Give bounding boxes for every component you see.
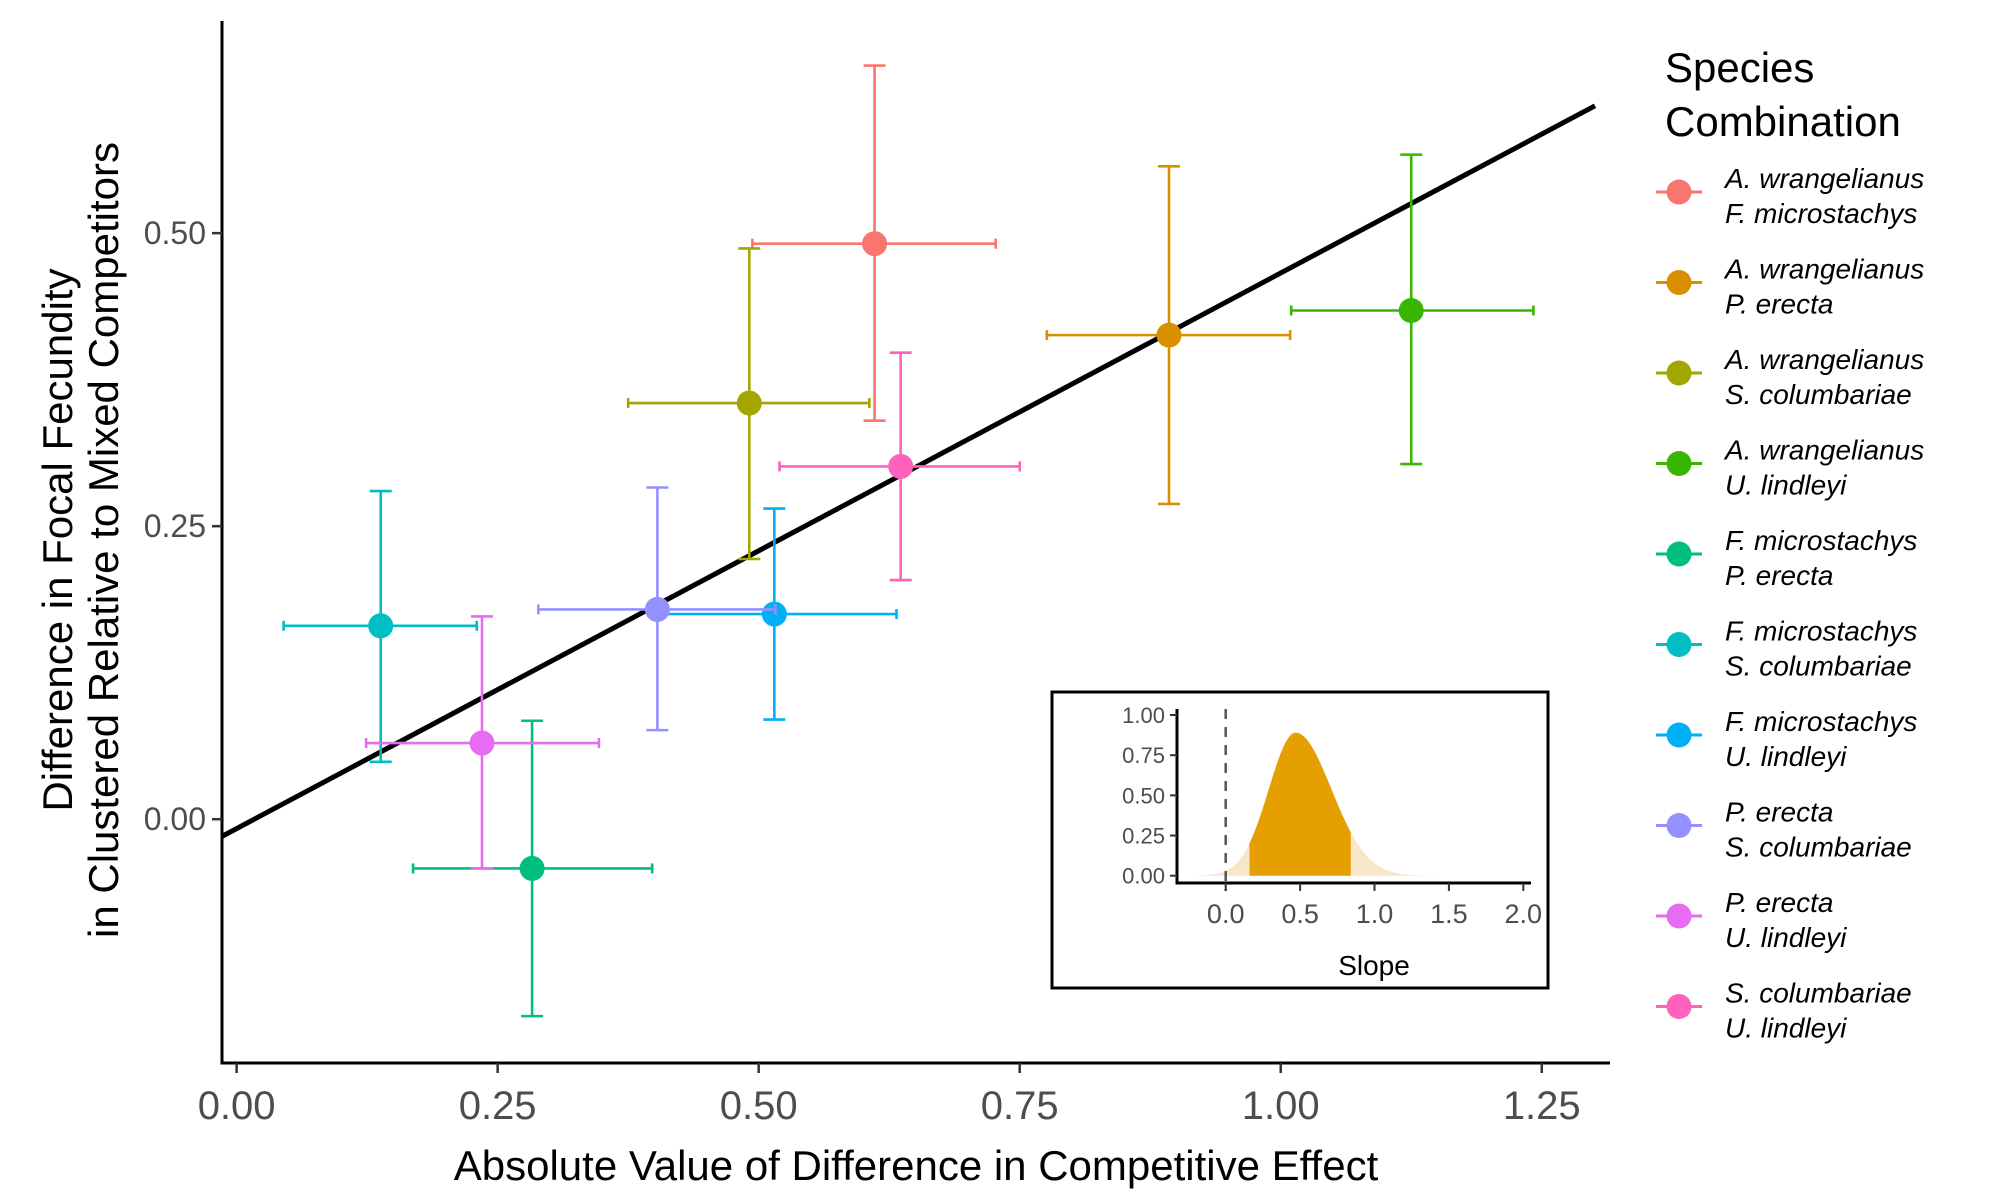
legend-item: F. microstachys U. lindleyi	[1656, 706, 1917, 772]
legend-label-line-2: S. columbariae	[1725, 832, 1912, 863]
legend-label-line-1: F. microstachys	[1725, 706, 1917, 737]
legend-label-line-2: S. columbariae	[1725, 379, 1912, 410]
inset-x-axis-title: Slope	[1338, 950, 1410, 981]
data-point-group	[364, 615, 601, 870]
legend-key-point	[1666, 451, 1692, 476]
legend-item: P. erecta S. columbariae	[1656, 797, 1912, 863]
data-point	[368, 613, 394, 639]
inset-y-tick-label: 0.00	[1122, 864, 1165, 889]
data-point	[1156, 322, 1182, 348]
legend-item: P. erecta U. lindleyi	[1656, 887, 1847, 953]
data-point	[1398, 298, 1424, 324]
legend-key-point	[1666, 813, 1692, 838]
legend-key-point	[1666, 270, 1692, 295]
x-tick-label: 1.25	[1503, 1084, 1581, 1128]
inset-axes: 0.00 0.25 0.50 0.75 1.00 0.0 0.5 1.0 1.5 2.0	[1122, 703, 1542, 929]
x-tick-label: 1.00	[1242, 1084, 1320, 1128]
data-point-group	[1045, 165, 1292, 506]
legend-label-line-2: P. erecta	[1725, 560, 1833, 591]
x-ticks: 0.00 0.25 0.50 0.75 1.00 1.25	[198, 1063, 1581, 1128]
y-tick-label: 0.25	[144, 508, 206, 544]
legend-key-point	[1666, 903, 1692, 929]
data-point-group	[626, 247, 871, 561]
data-point	[888, 453, 914, 479]
data-point	[644, 596, 670, 622]
legend-key-point	[1666, 360, 1692, 386]
legend-label-line-2: U. lindleyi	[1725, 922, 1847, 953]
legend-key-point	[1666, 179, 1692, 205]
inset-density	[1195, 732, 1442, 876]
legend-label-line-1: F. microstachys	[1725, 525, 1917, 556]
data-point-group	[751, 64, 997, 422]
legend-label-line-2: P. erecta	[1725, 289, 1833, 320]
legend-label-line-2: U. lindleyi	[1725, 1013, 1847, 1044]
data-point-group	[411, 719, 654, 1018]
x-axis-title: Absolute Value of Difference in Competit…	[454, 1142, 1379, 1189]
legend-label-line-1: S. columbariae	[1725, 978, 1912, 1009]
data-point	[862, 231, 888, 257]
legend-label-line-1: A. wrangelianus	[1723, 435, 1924, 466]
legend-key-point	[1666, 632, 1692, 657]
x-tick-label: 0.25	[459, 1084, 537, 1128]
legend-item: A. wrangelianus U. lindleyi	[1656, 435, 1924, 501]
x-tick-label: 0.50	[720, 1084, 798, 1128]
points-layer	[282, 64, 1535, 1018]
inset-x-tick-label: 0.0	[1207, 899, 1245, 929]
legend-item: A. wrangelianus P. erecta	[1656, 254, 1924, 320]
data-point-group	[282, 489, 479, 764]
legend: Species Combination A. wrangelianus F. mi…	[1656, 44, 1924, 1044]
y-axis-title-line-1: Difference in Focal Fecundity	[34, 268, 81, 811]
inset-density-credible-interval	[1249, 732, 1351, 876]
inset-y-tick-label: 0.25	[1122, 824, 1165, 849]
legend-title-line-2: Combination	[1665, 98, 1901, 145]
data-point-group	[778, 351, 1021, 582]
inset-x-tick-label: 2.0	[1505, 899, 1543, 929]
y-axis-title-line-2: in Clustered Relative to Mixed Competito…	[80, 142, 127, 938]
legend-item: A. wrangelianus S. columbariae	[1656, 344, 1924, 410]
legend-label-line-2: U. lindleyi	[1725, 741, 1847, 772]
legend-item: F. microstachys S. columbariae	[1656, 616, 1917, 682]
legend-label-line-1: P. erecta	[1725, 887, 1833, 918]
legend-item: A. wrangelianus F. microstachys	[1656, 163, 1924, 229]
legend-label-line-1: A. wrangelianus	[1723, 344, 1924, 375]
legend-label-line-2: F. microstachys	[1725, 198, 1917, 229]
y-tick-label: 0.50	[144, 215, 206, 251]
legend-label-line-1: A. wrangelianus	[1723, 254, 1924, 285]
x-tick-label: 0.00	[198, 1084, 276, 1128]
legend-label-line-2: U. lindleyi	[1725, 470, 1847, 501]
inset-slope-posterior: 0.00 0.25 0.50 0.75 1.00 0.0 0.5 1.0 1.5 2.0 Slop…	[1050, 690, 1550, 990]
x-tick-label: 0.75	[981, 1084, 1059, 1128]
data-point	[519, 855, 545, 881]
data-point	[469, 730, 495, 756]
data-point-group	[1289, 153, 1535, 466]
inset-y-tick-label: 0.50	[1122, 783, 1165, 808]
data-point	[736, 390, 762, 416]
legend-label-line-1: P. erecta	[1725, 797, 1833, 828]
inset-x-tick-label: 0.5	[1281, 899, 1319, 929]
legend-label-line-1: A. wrangelianus	[1723, 163, 1924, 194]
legend-item: F. microstachys P. erecta	[1656, 525, 1917, 591]
y-tick-label: 0.00	[144, 801, 206, 837]
inset-y-tick-label: 0.75	[1122, 743, 1165, 768]
plot-area	[220, 64, 1597, 1018]
inset-x-tick-label: 1.5	[1430, 899, 1468, 929]
legend-key-point	[1666, 541, 1692, 567]
legend-item: S. columbariae U. lindleyi	[1656, 978, 1912, 1044]
y-ticks: 0.00 0.25 0.50	[144, 215, 222, 837]
legend-title-line-1: Species	[1665, 44, 1814, 91]
inset-y-tick-label: 1.00	[1122, 703, 1165, 728]
data-point-group	[537, 486, 777, 732]
legend-label-line-1: F. microstachys	[1725, 616, 1917, 647]
legend-label-line-2: S. columbariae	[1725, 651, 1912, 682]
y-axis-title: Difference in Focal Fecundity in Cluster…	[34, 142, 127, 938]
legend-key-point	[1666, 722, 1692, 748]
legend-key-point	[1666, 994, 1692, 1019]
inset-x-tick-label: 1.0	[1356, 899, 1394, 929]
